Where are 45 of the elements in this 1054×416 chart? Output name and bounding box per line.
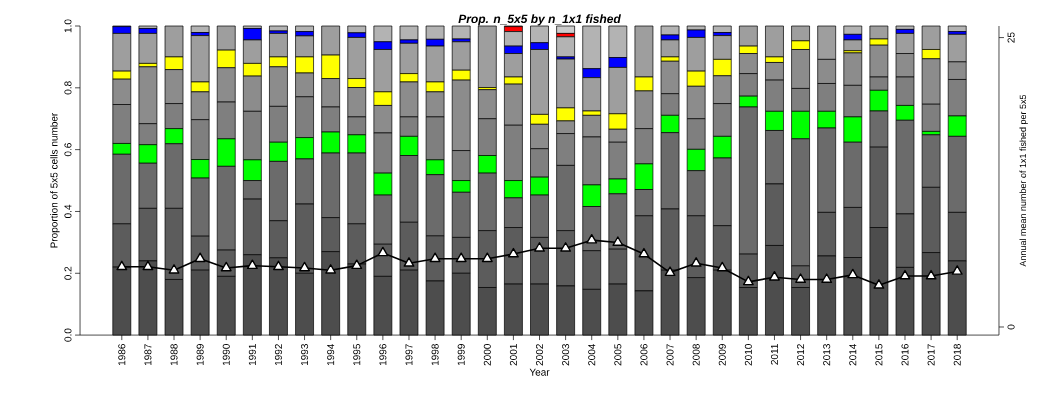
y-tick-label: 0.4	[64, 204, 72, 218]
x-tick-label: 1998	[431, 344, 439, 366]
x-tick-label: 1991	[248, 344, 256, 366]
x-tick-label: 2012	[797, 344, 805, 366]
y2-tick-label: 0	[1007, 324, 1015, 330]
x-tick-label: 2010	[744, 343, 752, 366]
y2-tick-label: 25	[1007, 32, 1015, 43]
y-tick-label: 0.0	[64, 328, 72, 342]
x-tick-label: 2007	[666, 344, 674, 366]
x-tick-label: 1989	[196, 344, 204, 366]
x-tick-label: 2016	[901, 344, 909, 366]
x-tick-label: 2013	[823, 344, 831, 366]
x-tick-label: 2015	[875, 344, 883, 366]
x-tick-label: 1994	[327, 343, 335, 366]
x-tick-label: 1999	[457, 344, 465, 366]
x-tick-label: 1986	[118, 344, 126, 366]
x-tick-label: 1996	[379, 344, 387, 366]
x-tick-label: 2006	[640, 344, 648, 366]
chart-title: Prop. n_5x5 by n_1x1 fished	[458, 14, 621, 26]
y-tick-label: 1.0	[64, 19, 72, 33]
y2-axis-title: Annual mean number of 1x1 fished per 5x5	[1019, 94, 1028, 267]
x-tick-label: 2002	[535, 344, 544, 366]
x-tick-label: 2009	[718, 344, 726, 366]
x-tick-label: 1997	[405, 344, 413, 366]
y-tick-label: 0.2	[64, 266, 72, 280]
x-tick-label: 1995	[353, 344, 361, 366]
x-tick-label: 1988	[170, 344, 178, 366]
x-tick-label: 2004	[588, 343, 596, 366]
x-tick-label: 2005	[614, 344, 622, 366]
x-tick-label: 1990	[222, 343, 230, 366]
x-tick-label: 2014	[849, 343, 857, 366]
y-axis-title: Proportion of 5x5 cells number	[50, 112, 60, 248]
x-tick-label: 1992	[274, 344, 282, 366]
x-tick-label: 2018	[953, 344, 961, 366]
x-tick-label: 2000	[483, 343, 491, 366]
x-axis-title: Year	[529, 368, 550, 376]
x-tick-label: 2011	[770, 344, 778, 365]
y-tick-label: 0.6	[64, 143, 72, 157]
x-tick-label: 2008	[692, 344, 700, 366]
x-tick-label: 2017	[927, 344, 935, 366]
x-tick-label: 1987	[144, 344, 152, 366]
x-tick-label: 2001	[509, 344, 517, 366]
y-tick-label: 0.8	[64, 81, 72, 95]
x-tick-label: 2003	[562, 344, 570, 366]
x-tick-label: 1993	[301, 344, 309, 366]
